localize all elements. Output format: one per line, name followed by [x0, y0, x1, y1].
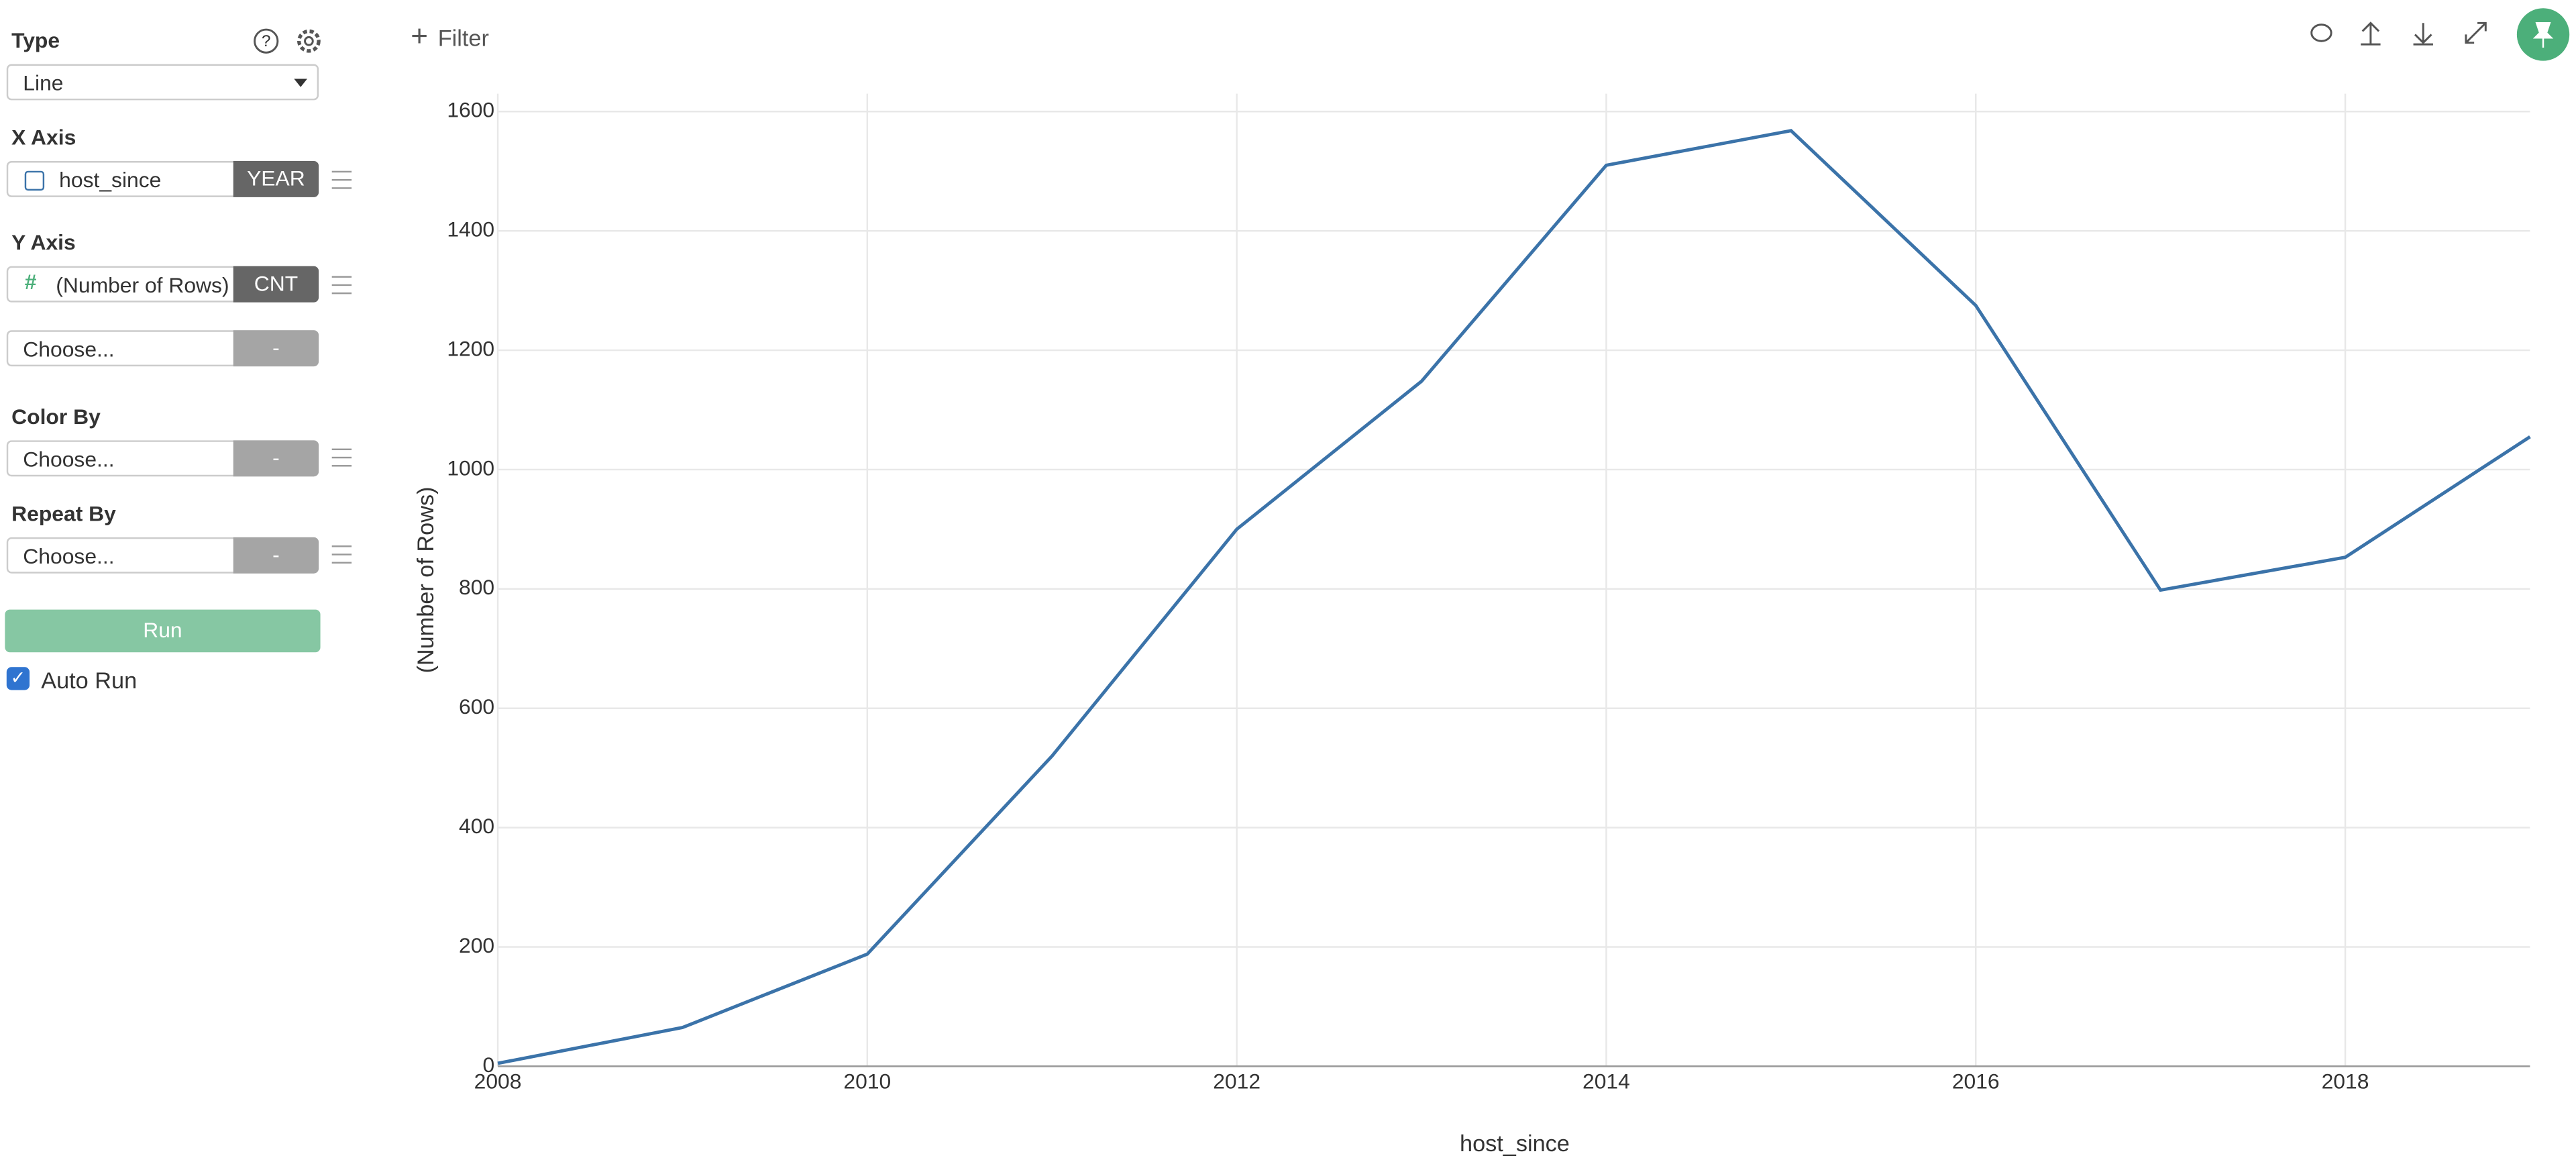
repeat-by-agg[interactable]: -: [233, 537, 319, 574]
y-axis2-field: Choose...: [23, 337, 115, 362]
y-axis2-agg[interactable]: -: [233, 330, 319, 367]
number-icon: #: [24, 269, 37, 295]
help-icon[interactable]: [254, 28, 279, 54]
line: [497, 129, 2531, 1065]
x-axis-field: host_since: [59, 167, 162, 193]
run-button[interactable]: Run: [5, 609, 321, 653]
x-axis-title: host_since: [1460, 1131, 1570, 1157]
icons: ?: [254, 28, 321, 54]
repeat-by-select[interactable]: Choose... -: [6, 537, 319, 574]
y-tick-label: 200: [459, 933, 494, 957]
x-axis-label: X Axis: [11, 125, 76, 150]
x-tick-label: 2012: [1213, 1069, 1260, 1093]
repeat-by-label: Repeat By: [11, 500, 116, 526]
calendar-icon: [24, 170, 45, 191]
y-tick-label: 1200: [447, 336, 494, 360]
y-axis-field: (Number of Rows): [56, 272, 229, 298]
y-tick-label: 400: [459, 814, 494, 838]
menu-icon[interactable]: [331, 276, 352, 295]
y-axis-label: Y Axis: [11, 229, 76, 255]
menu-icon[interactable]: [331, 545, 352, 564]
auto-run-label: Auto Run: [41, 667, 138, 694]
color-by-field: Choose...: [23, 447, 115, 472]
x-tick-label: 2018: [2322, 1069, 2369, 1093]
settings-core: [304, 36, 314, 46]
x-tick-label: 2008: [474, 1069, 522, 1093]
x-tick-label: 2016: [1952, 1069, 2000, 1093]
y-tick-label: 600: [459, 694, 494, 719]
color-by-label: Color By: [11, 404, 101, 429]
color-by-select[interactable]: Choose... -: [6, 440, 319, 477]
toolbar: [2310, 21, 2487, 46]
y-axis-agg[interactable]: CNT: [233, 266, 319, 303]
x-tick-label: 2014: [1582, 1069, 1630, 1093]
download-icon[interactable]: [2413, 23, 2433, 46]
y-tick-label: 800: [459, 575, 494, 599]
caret: [294, 78, 307, 87]
comment-icon[interactable]: [2310, 23, 2332, 42]
y-tick-label: 1000: [447, 456, 494, 480]
help-glyph: ?: [262, 32, 271, 50]
menu-icon[interactable]: [331, 448, 352, 467]
y-axis-select[interactable]: # (Number of Rows) CNT: [6, 266, 319, 303]
menu-icon[interactable]: [331, 170, 352, 189]
type-select[interactable]: Line: [6, 64, 319, 101]
filter-button[interactable]: + Filter: [411, 19, 489, 53]
filter-label: Filter: [437, 24, 489, 51]
x-axis-agg[interactable]: YEAR: [233, 161, 319, 197]
repeat-by-field: Choose...: [23, 543, 115, 569]
type-value: Line: [23, 70, 64, 96]
y-tick-label: 1600: [447, 98, 494, 122]
y-tick-label: 0: [482, 1053, 494, 1077]
x-tick-label: 2010: [843, 1069, 891, 1093]
y-tick-label: 1400: [447, 217, 494, 242]
y-axis2-select[interactable]: Choose... -: [6, 330, 319, 367]
color-by-agg[interactable]: -: [233, 440, 319, 477]
x-axis-select[interactable]: host_since YEAR: [6, 161, 319, 197]
upload-icon[interactable]: [2361, 21, 2381, 46]
y-axis-title: (Number of Rows): [413, 486, 439, 673]
pin-icon: [2532, 22, 2554, 48]
type-label: Type: [11, 28, 60, 53]
expand-icon[interactable]: [2465, 21, 2487, 44]
auto-run-checkbox[interactable]: ✓: [6, 667, 30, 690]
